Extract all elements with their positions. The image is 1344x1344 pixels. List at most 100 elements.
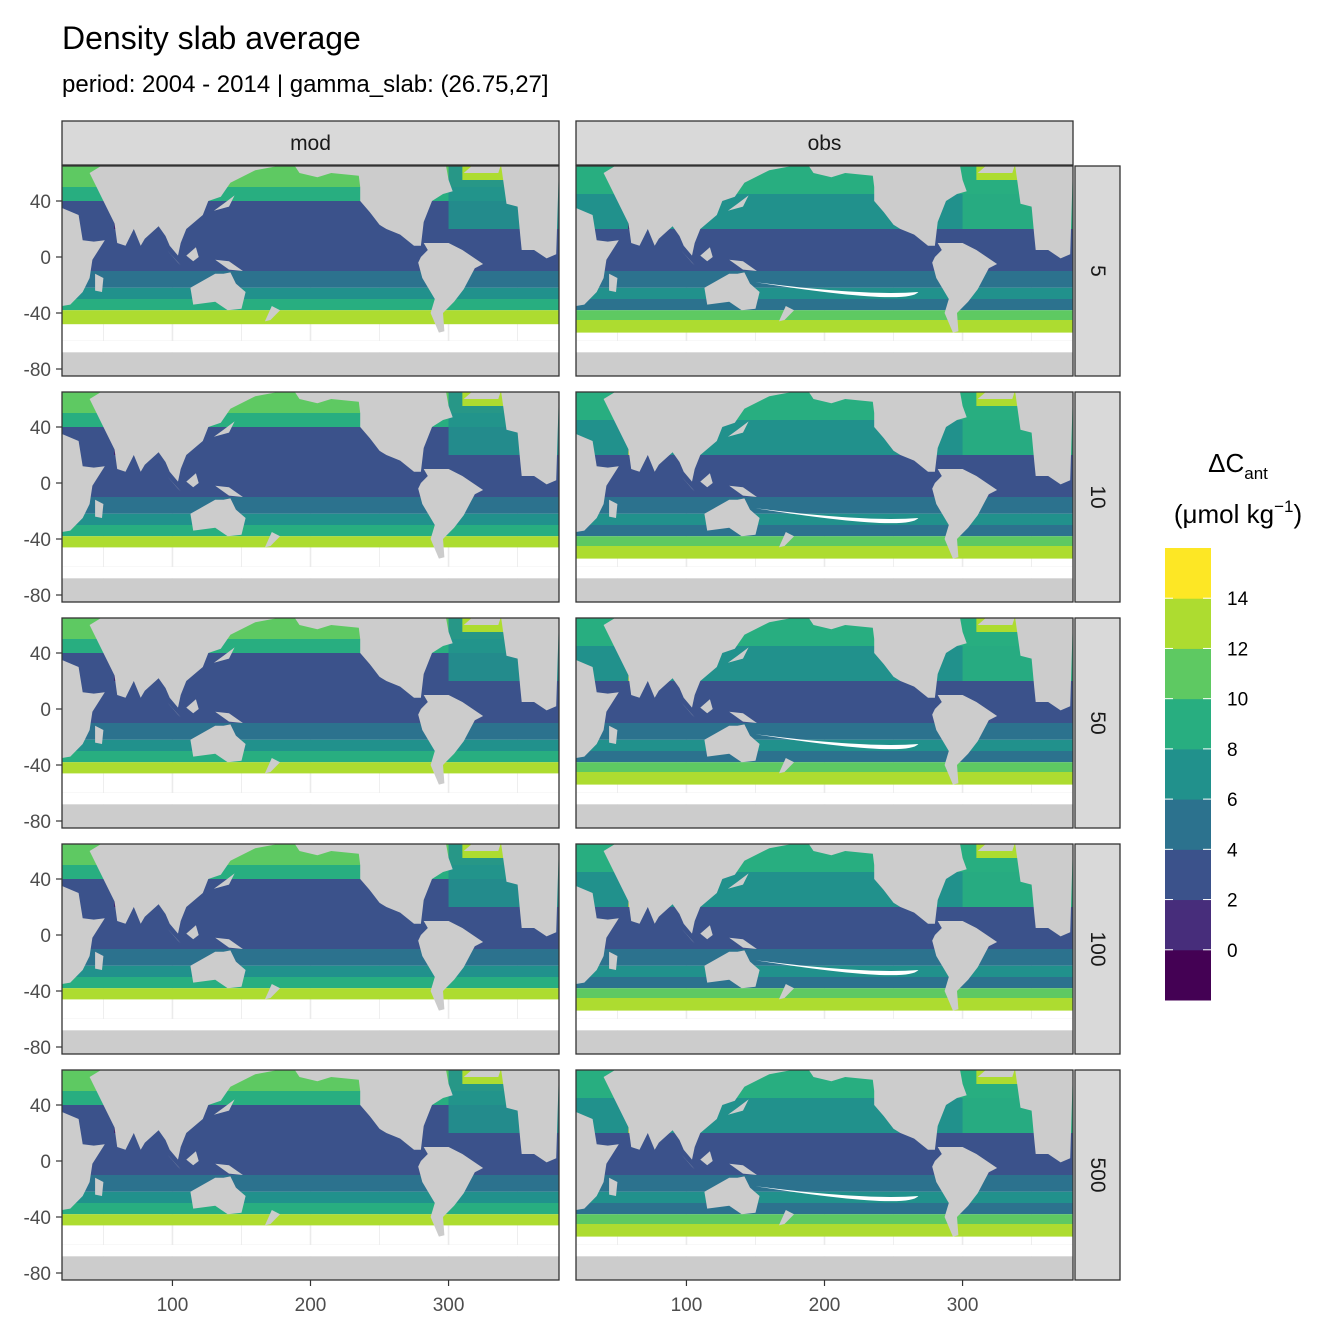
data-band — [576, 762, 1073, 772]
y-tick-label: 0 — [40, 248, 51, 269]
land-mass — [729, 259, 757, 271]
land-mass — [95, 951, 104, 970]
data-band — [576, 739, 1073, 751]
y-tick-label: 40 — [30, 1096, 51, 1117]
data-band — [576, 723, 1073, 740]
data-band — [576, 536, 1073, 546]
legend-color-swatch — [1165, 698, 1211, 750]
panel-content — [62, 166, 559, 376]
facet-strip-bg — [1074, 617, 1121, 829]
data-band — [576, 977, 1073, 989]
data-band — [576, 988, 1073, 998]
legend-unit: (μmol kg−1) — [1174, 497, 1302, 529]
land-mass — [95, 273, 104, 292]
facet-strip-row-10: 10 — [1074, 391, 1121, 603]
land-mass — [463, 166, 501, 173]
y-tick-label: -80 — [24, 586, 51, 607]
land-mass — [932, 921, 998, 1011]
facet-strip-label: 5 — [1086, 265, 1109, 277]
land-mass — [215, 1163, 243, 1175]
land-mass — [778, 532, 795, 548]
antarctica — [576, 1256, 1073, 1280]
facet-strip-label: 500 — [1086, 1157, 1109, 1192]
data-band — [62, 525, 559, 537]
y-tick-label: 40 — [30, 192, 51, 213]
land-mass — [264, 758, 281, 774]
data-band — [576, 271, 1073, 288]
land-mass — [729, 485, 757, 497]
land-mass — [704, 950, 760, 989]
legend-color-swatch — [1165, 849, 1211, 901]
land-mass — [186, 247, 199, 262]
land-mass — [704, 1176, 760, 1215]
land-mass — [576, 401, 619, 532]
y-tick-label: -40 — [24, 1208, 51, 1229]
gap-streak — [755, 1186, 919, 1202]
southern-gap — [576, 793, 1073, 805]
legend-title-main: ΔC — [1208, 448, 1244, 478]
land-mass — [700, 247, 713, 262]
panel-obs-10 — [575, 391, 1074, 603]
land-mass — [977, 166, 1015, 173]
land-mass — [778, 984, 795, 1000]
x-tick-label: 100 — [157, 1295, 189, 1316]
land-mass — [603, 1070, 793, 1160]
southern-gap — [62, 1019, 559, 1031]
land-mass — [190, 950, 246, 989]
data-band — [576, 751, 1073, 763]
land-mass — [294, 392, 453, 472]
antarctica — [62, 804, 559, 828]
land-mass — [186, 925, 199, 940]
land-mass — [264, 532, 281, 548]
data-band — [576, 1214, 1073, 1224]
y-tick-label: -80 — [24, 360, 51, 381]
land-mass — [704, 724, 760, 763]
legend-color-swatch — [1165, 548, 1211, 599]
land-mass — [700, 925, 713, 940]
land-mass — [418, 243, 484, 333]
legend-unit-sup: −1 — [1274, 497, 1293, 516]
land-mass — [213, 873, 235, 889]
land-mass — [700, 1151, 713, 1166]
facet-strip-bg — [575, 120, 1074, 166]
antarctica — [576, 578, 1073, 602]
southern-gap — [62, 1245, 559, 1257]
data-band — [62, 243, 559, 271]
land-mass — [680, 702, 695, 718]
facet-strip-mod: mod — [61, 120, 560, 166]
land-mass — [501, 618, 559, 711]
panel-content — [62, 392, 559, 602]
antarctica — [576, 804, 1073, 828]
legend-color-swatch — [1165, 899, 1211, 951]
panel-obs-5 — [575, 165, 1074, 377]
land-mass — [264, 1210, 281, 1226]
land-mass — [603, 618, 793, 708]
panel-content — [576, 618, 1073, 828]
data-band — [62, 287, 559, 299]
land-mass — [166, 928, 181, 944]
gap-streak — [755, 508, 919, 524]
land-mass — [166, 250, 181, 266]
land-mass — [603, 166, 793, 256]
land-mass — [576, 1079, 619, 1210]
data-band — [62, 1214, 559, 1226]
land-mass — [680, 928, 695, 944]
legend-label: 0 — [1227, 941, 1238, 962]
land-mass — [62, 401, 105, 532]
land-mass — [704, 498, 760, 537]
land-mass — [729, 1163, 757, 1175]
x-tick-label: 200 — [295, 1295, 327, 1316]
chart-title: Density slab average — [62, 20, 361, 56]
data-band — [62, 949, 559, 966]
data-band — [576, 320, 1073, 333]
land-mass — [680, 250, 695, 266]
land-mass — [1015, 1070, 1073, 1163]
legend-label: 12 — [1227, 639, 1248, 660]
legend-title-sub: ant — [1244, 464, 1268, 483]
antarctica — [62, 578, 559, 602]
panel-border — [61, 617, 560, 829]
land-mass — [463, 1070, 501, 1077]
land-mass — [704, 272, 760, 311]
data-band — [576, 949, 1073, 966]
